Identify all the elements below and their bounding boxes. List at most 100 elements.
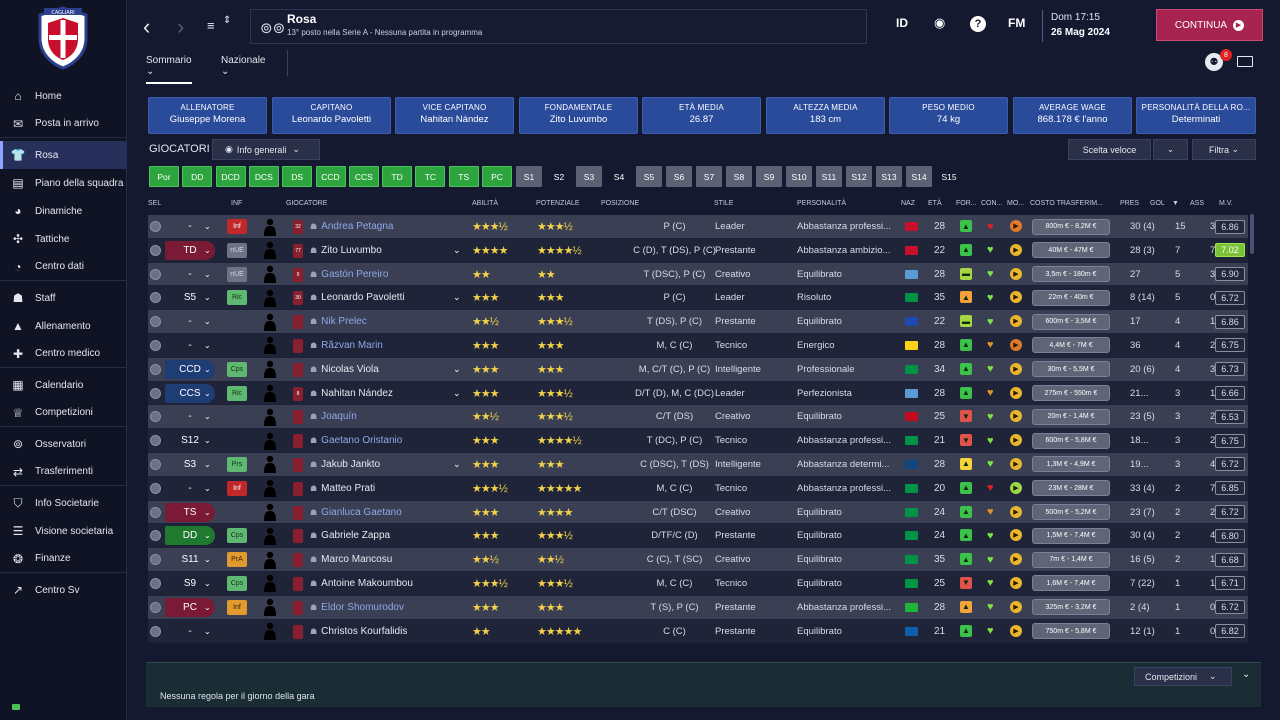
position-chip-ds[interactable]: DS <box>282 166 313 187</box>
view-select[interactable]: ◉ Info generali ⌄ <box>212 139 320 160</box>
chevron-down-icon[interactable]: ⌄ <box>204 388 211 398</box>
player-name[interactable]: ☗ Matteo Prati <box>310 477 375 500</box>
sidebar-item-info-societarie[interactable]: ⛉ Info Societarie <box>0 489 127 517</box>
sidebar-item-dinamiche[interactable]: ◕ Dinamiche <box>0 197 127 225</box>
position-chip-s6[interactable]: S6 <box>666 166 692 187</box>
select-checkbox[interactable] <box>150 625 161 637</box>
position-chip-tc[interactable]: TC <box>415 166 446 187</box>
chevron-down-icon[interactable]: ⌄ <box>204 459 211 469</box>
back-arrow-icon[interactable]: ‹ <box>143 14 151 39</box>
role-select[interactable]: S11 <box>181 554 199 566</box>
role-select[interactable]: - <box>188 339 192 351</box>
role-select[interactable]: S3 <box>183 458 197 470</box>
col-mv[interactable]: M.V. <box>1219 200 1233 207</box>
position-chip-s3[interactable]: S3 <box>576 166 602 187</box>
chevron-down-icon[interactable]: ⌄ <box>204 293 211 303</box>
player-name[interactable]: ☗ Jakub Jankto <box>310 453 380 476</box>
info-card[interactable]: CAPITANO Leonardo Pavoletti <box>272 97 391 134</box>
chevron-down-icon[interactable]: ⌄ <box>204 269 211 279</box>
col-stile[interactable]: STILE <box>714 200 734 207</box>
player-name[interactable]: ☗ Christos Kourfalidis <box>310 620 407 643</box>
position-chip-pc[interactable]: PC <box>482 166 512 187</box>
sidebar-item-piano-della-squadra[interactable]: ▤ Piano della squadra <box>0 169 127 197</box>
role-select[interactable]: S12 <box>181 435 199 447</box>
id-icon[interactable]: ID <box>896 16 908 30</box>
chevron-down-icon[interactable]: ⌄ <box>204 531 211 541</box>
select-checkbox[interactable] <box>150 458 161 470</box>
player-name[interactable]: ☗ Eldor Shomurodov <box>310 596 404 619</box>
table-row[interactable]: S3 ⌄ Prs ☗ Jakub Jankto ⌄ ★★★ ★★★ C (DSC), T (DS… <box>148 452 1248 477</box>
quick-pick-dropdown[interactable]: ⌄ <box>1153 139 1188 160</box>
chevron-down-icon[interactable]: ⌄ <box>204 245 211 255</box>
player-name[interactable]: ☗ Gianluca Gaetano <box>310 501 402 524</box>
col-personalita[interactable]: PERSONALITÀ <box>797 200 847 207</box>
table-row[interactable]: CCS ⌄ Ric 8 ☗ Nahitan Nández ⌄ ★★★ ★★★½ D/T (D), … <box>148 381 1248 406</box>
info-card[interactable]: AVERAGE WAGE 868.178 € l'anno <box>1013 97 1132 134</box>
col-inf[interactable]: INF <box>231 200 243 207</box>
chevron-down-icon[interactable]: ⌄ <box>204 483 211 493</box>
select-checkbox[interactable] <box>150 530 161 542</box>
role-select[interactable]: TS <box>165 502 215 522</box>
select-checkbox[interactable] <box>150 244 161 256</box>
table-row[interactable]: - ⌄ ☗ Răzvan Marin ★★★ ★★★ M, C (C) Tecnico Ener… <box>148 333 1248 358</box>
player-name[interactable]: ☗ Antoine Makoumbou <box>310 572 413 595</box>
sidebar-item-rosa[interactable]: 👕 Rosa <box>0 141 127 169</box>
sidebar-item-posta-in-arrivo[interactable]: ✉ Posta in arrivo <box>0 110 127 138</box>
position-chip-dd[interactable]: DD <box>182 166 213 187</box>
chevron-down-icon[interactable]: ⌄ <box>204 436 211 446</box>
select-checkbox[interactable] <box>150 554 161 566</box>
table-row[interactable]: S12 ⌄ ☗ Gaetano Oristanio ★★★ ★★★★½ T (DC), P … <box>148 429 1248 453</box>
sidebar-item-competizioni[interactable]: ♕ Competizioni <box>0 399 127 427</box>
role-select[interactable]: S5 <box>183 292 197 304</box>
player-name[interactable]: ☗ Zito Luvumbo <box>310 239 382 262</box>
player-name[interactable]: ☗ Gabriele Zappa <box>310 524 390 547</box>
continue-button[interactable]: CONTINUA ▶ <box>1156 9 1263 41</box>
role-select[interactable]: TD <box>165 240 215 260</box>
sidebar-item-trasferimenti[interactable]: ⇄ Trasferimenti <box>0 458 127 486</box>
position-chip-s7[interactable]: S7 <box>696 166 722 187</box>
select-checkbox[interactable] <box>150 506 161 518</box>
info-card[interactable]: PESO MEDIO 74 kg <box>889 97 1008 134</box>
quick-pick-button[interactable]: Scelta veloce <box>1068 139 1151 160</box>
player-name[interactable]: ☗ Marco Mancosu <box>310 548 392 571</box>
player-name[interactable]: ☗ Nicolas Viola <box>310 358 379 381</box>
sidebar-item-centro-sv[interactable]: ↗ Centro Sv <box>0 576 127 604</box>
player-name[interactable]: ☗ Gaetano Oristanio <box>310 429 402 452</box>
position-chip-s5[interactable]: S5 <box>636 166 662 187</box>
role-select[interactable]: - <box>188 268 192 280</box>
world-icon[interactable]: ◉ <box>934 15 946 30</box>
menu-icon[interactable]: ≡ <box>207 18 215 33</box>
select-checkbox[interactable] <box>150 339 161 351</box>
player-name[interactable]: ☗ Andrea Petagna <box>310 215 393 238</box>
col-morale[interactable]: MO... <box>1007 200 1025 207</box>
sidebar-item-allenamento[interactable]: ▲ Allenamento <box>0 312 127 340</box>
filter-button[interactable]: Filtra ⌄ <box>1192 139 1256 160</box>
select-checkbox[interactable] <box>150 268 161 280</box>
role-select[interactable]: DD <box>165 526 215 546</box>
col-forma[interactable]: FOR... <box>956 200 977 207</box>
sidebar-item-finanze[interactable]: ❂ Finanze <box>0 545 127 573</box>
table-row[interactable]: - ⌄ Inf ☗ Matteo Prati ★★★½ ★★★★★ M, C (C) Tecni… <box>148 476 1248 501</box>
col-giocatore[interactable]: GIOCATORE <box>286 200 328 207</box>
col-gol[interactable]: GOL <box>1150 200 1165 207</box>
position-chip-s8[interactable]: S8 <box>726 166 752 187</box>
select-checkbox[interactable] <box>150 411 161 423</box>
position-chip-s15[interactable]: S15 <box>941 171 957 182</box>
forward-arrow-icon[interactable]: › <box>177 14 185 39</box>
position-chip-s14[interactable]: S14 <box>906 166 932 187</box>
info-card[interactable]: FONDAMENTALE Zito Luvumbo <box>519 97 638 134</box>
sidebar-item-osservatori[interactable]: ⊚ Osservatori <box>0 430 127 458</box>
help-icon[interactable]: ? <box>970 16 986 32</box>
table-row[interactable]: CCD ⌄ Cps ☗ Nicolas Viola ⌄ ★★★ ★★★ M, C/T (C), … <box>148 357 1248 382</box>
select-checkbox[interactable] <box>150 316 161 328</box>
sidebar-item-centro-dati[interactable]: ◔ Centro dati <box>0 253 127 281</box>
player-name[interactable]: ☗ Răzvan Marin <box>310 334 383 357</box>
table-row[interactable]: - ⌄ ☗ Christos Kourfalidis ★★ ★★★★★ C (C) Prest… <box>148 619 1248 644</box>
role-select[interactable]: CCD <box>165 359 215 379</box>
table-row[interactable]: TS ⌄ ☗ Gianluca Gaetano ★★★ ★★★★ C/T (DSC) Crea… <box>148 500 1248 525</box>
info-card[interactable]: VICE CAPITANO Nahitan Nández <box>395 97 514 134</box>
table-scrollbar[interactable] <box>1250 214 1254 254</box>
col-eta[interactable]: ETÀ <box>928 200 942 207</box>
position-chip-dcd[interactable]: DCD <box>215 166 246 187</box>
select-checkbox[interactable] <box>150 601 161 613</box>
